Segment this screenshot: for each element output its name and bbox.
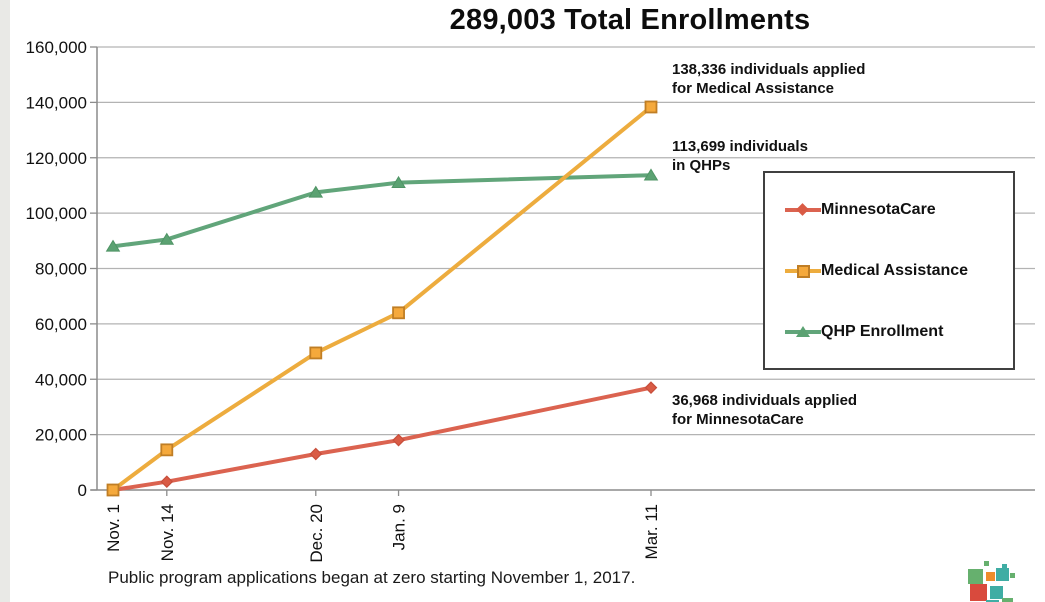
legend-item-medical-assistance: Medical Assistance bbox=[785, 262, 1009, 280]
logo-square bbox=[990, 586, 1003, 599]
x-axis-labels: Nov. 1 Nov. 14 Dec. 20 Jan. 9 Mar. 11 bbox=[104, 504, 661, 563]
y-tick-label: 120,000 bbox=[26, 149, 87, 168]
logo-square bbox=[1010, 573, 1015, 578]
x-tick-label: Nov. 1 bbox=[104, 504, 123, 552]
diamond-marker-icon bbox=[785, 202, 821, 217]
chart-footnote: Public program applications began at zer… bbox=[108, 568, 636, 587]
logo-square bbox=[970, 584, 987, 601]
annotation-line: 138,336 individuals applied bbox=[672, 61, 866, 78]
legend-label: Medical Assistance bbox=[821, 261, 969, 279]
y-tick-label: 40,000 bbox=[35, 370, 87, 389]
mnsure-logo bbox=[962, 556, 1018, 602]
chart-title: 289,003 Total Enrollments bbox=[449, 4, 811, 36]
y-tick-label: 60,000 bbox=[35, 315, 87, 334]
y-axis-labels: 0 20,000 40,000 60,000 80,000 100,000 120,000 1… bbox=[26, 38, 87, 500]
legend-item-minnesotacare: MinnesotaCare bbox=[785, 201, 1009, 219]
logo-square bbox=[1002, 564, 1007, 569]
annotation-line: for Medical Assistance bbox=[672, 80, 835, 97]
axes bbox=[90, 46, 1035, 496]
series-qhp-enrollment bbox=[105, 168, 659, 252]
y-tick-label: 100,000 bbox=[26, 204, 87, 223]
annotation-line: 36,968 individuals applied bbox=[672, 392, 858, 409]
y-tick-label: 80,000 bbox=[35, 260, 87, 279]
logo-square bbox=[968, 569, 983, 584]
annotation-line: 113,699 individuals bbox=[672, 138, 808, 155]
y-tick-label: 160,000 bbox=[26, 38, 87, 57]
square-marker-icon bbox=[785, 264, 821, 278]
x-tick-label: Nov. 14 bbox=[158, 504, 177, 561]
chart-legend: MinnesotaCare Medical Assistance QHP Enrol… bbox=[763, 171, 1015, 370]
logo-square bbox=[986, 600, 999, 602]
logo-square bbox=[1002, 598, 1013, 602]
annotation-medical-assistance: 138,336 individuals applied for Medical … bbox=[672, 60, 865, 98]
x-tick-label: Mar. 11 bbox=[642, 504, 661, 559]
left-edge-strip bbox=[0, 0, 10, 602]
x-tick-label: Dec. 20 bbox=[307, 504, 326, 563]
legend-item-qhp-enrollment: QHP Enrollment bbox=[785, 323, 1009, 341]
triangle-marker-icon bbox=[785, 325, 821, 339]
annotation-qhp: 113,699 individuals in QHPs bbox=[672, 137, 808, 175]
y-tick-label: 0 bbox=[78, 481, 87, 500]
legend-label: MinnesotaCare bbox=[821, 200, 936, 218]
y-tick-label: 20,000 bbox=[35, 426, 87, 445]
series-medical-assistance bbox=[106, 100, 658, 497]
annotation-minnesotacare: 36,968 individuals applied for Minnesota… bbox=[672, 391, 857, 429]
series-minnesotacare bbox=[106, 381, 658, 497]
x-tick-label: Jan. 9 bbox=[390, 504, 409, 550]
y-tick-label: 140,000 bbox=[26, 93, 87, 112]
logo-square bbox=[996, 568, 1009, 581]
logo-square bbox=[986, 572, 995, 581]
logo-square bbox=[984, 561, 989, 566]
legend-label: QHP Enrollment bbox=[821, 322, 944, 340]
annotation-line: for MinnesotaCare bbox=[672, 411, 804, 428]
annotation-line: in QHPs bbox=[672, 157, 731, 174]
